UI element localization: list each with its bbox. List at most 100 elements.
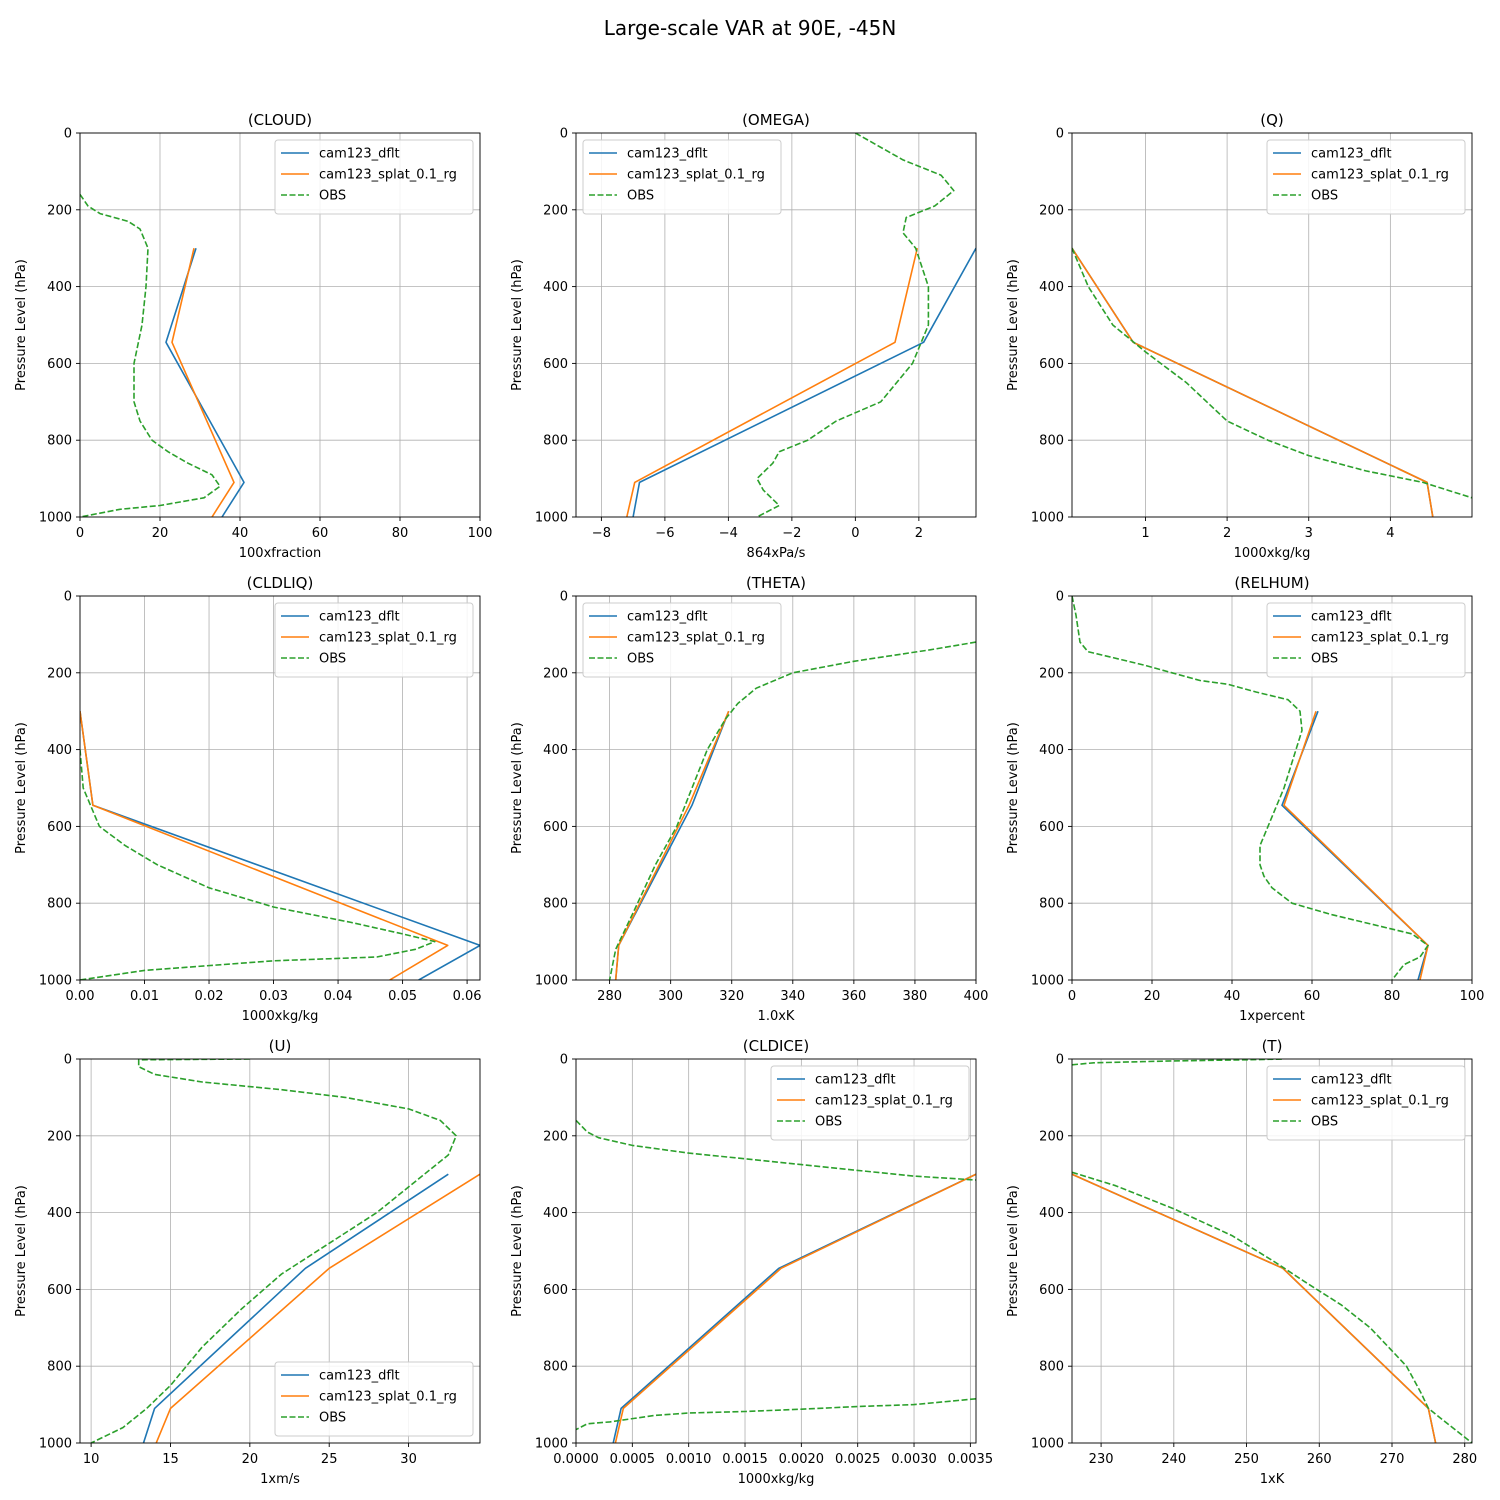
y-tick-label: 200 [543, 203, 568, 218]
series-line-cam123-splat-0-1-rg [1072, 1173, 1437, 1443]
legend-label: cam123_splat_0.1_rg [1311, 168, 1449, 183]
chart-panel-cldice: 0.0000 0.0005 0.0010 0.0015 0.0020 0.0025 0.00… [510, 1037, 993, 1487]
x-tick-label: 280 [597, 989, 622, 1004]
x-axis-label: 1.0xK [758, 1009, 795, 1024]
x-tick-label: 1 [1141, 526, 1149, 541]
legend-label: cam123_dflt [1311, 610, 1392, 625]
x-tick-label: 60 [312, 526, 329, 541]
y-axis-label: Pressure Level (hPa) [14, 259, 29, 391]
legend-label: cam123_dflt [627, 147, 708, 162]
legend-label: cam123_splat_0.1_rg [627, 168, 765, 183]
legend-box [582, 139, 782, 215]
legend-label: cam123_splat_0.1_rg [319, 1390, 457, 1405]
x-tick-label: 0.0035 [948, 1452, 994, 1467]
chart-title: (Q) [1260, 111, 1284, 129]
x-tick-label: 0 [851, 526, 859, 541]
x-tick-label: 0.0010 [666, 1452, 712, 1467]
legend-box [274, 1361, 474, 1437]
x-tick-label: 0.0005 [610, 1452, 656, 1467]
y-tick-label: 200 [543, 666, 568, 681]
series-line-cam123-dflt [632, 247, 976, 517]
x-tick-label: 0.0030 [891, 1452, 937, 1467]
y-tick-label: 1000 [535, 511, 568, 526]
series-group [626, 133, 976, 517]
y-tick-label: 200 [47, 666, 72, 681]
legend-box [770, 1065, 970, 1141]
y-tick-label: 800 [47, 1360, 72, 1375]
x-axis-label: 1000xkg/kg [738, 1472, 815, 1487]
legend: cam123_dflt cam123_splat_0.1_rg OBS [1266, 139, 1466, 215]
chart-panel-q: 1 2 3 4 0 200 400 600 800 1000 (Q) 1000xkg/kg Pressu… [1006, 111, 1473, 561]
y-tick-label: 800 [543, 434, 568, 449]
y-tick-label: 0 [64, 1053, 72, 1068]
x-tick-label: 100 [468, 526, 493, 541]
x-tick-label: 380 [903, 989, 928, 1004]
x-tick-label: 250 [1234, 1452, 1259, 1467]
y-tick-label: 800 [47, 434, 72, 449]
x-tick-label: 300 [658, 989, 683, 1004]
y-tick-label: 600 [1039, 820, 1064, 835]
series-line-cam123-splat-0-1-rg [614, 1173, 976, 1443]
axes-frame [1071, 132, 1473, 518]
series-line-obs [576, 1119, 976, 1181]
y-tick-label: 0 [64, 590, 72, 605]
legend: cam123_dflt cam123_splat_0.1_rg OBS [770, 1065, 970, 1141]
legend-label: cam123_dflt [319, 147, 400, 162]
legend-label: OBS [1311, 1115, 1338, 1130]
x-tick-label: −2 [782, 526, 801, 541]
series-line-obs [80, 193, 221, 517]
y-axis-label: Pressure Level (hPa) [510, 259, 525, 391]
series-group [1072, 1059, 1472, 1443]
legend-label: OBS [627, 189, 654, 204]
x-tick-label: 0.05 [388, 989, 417, 1004]
legend-label: OBS [319, 1411, 346, 1426]
x-tick-label: 0.02 [195, 989, 224, 1004]
series-group [80, 711, 480, 980]
y-axis-label: Pressure Level (hPa) [14, 722, 29, 854]
y-tick-label: 1000 [39, 1437, 72, 1452]
figure-title: Large-scale VAR at 90E, -45N [603, 16, 897, 40]
axes-frame [1071, 1058, 1473, 1444]
series-line-obs [1072, 1171, 1472, 1443]
y-tick-label: 400 [1039, 1206, 1064, 1221]
y-tick-label: 400 [543, 1206, 568, 1221]
chart-title: (CLOUD) [248, 111, 312, 129]
chart-title: (CLDICE) [743, 1037, 809, 1055]
x-tick-label: 20 [1144, 989, 1161, 1004]
x-tick-label: −8 [592, 526, 611, 541]
x-axis-label: 1xpercent [1239, 1009, 1305, 1024]
x-tick-label: 0.04 [324, 989, 353, 1004]
y-tick-label: 600 [543, 1283, 568, 1298]
x-tick-label: −6 [655, 526, 674, 541]
y-tick-label: 1000 [535, 1437, 568, 1452]
x-tick-label: 270 [1380, 1452, 1405, 1467]
y-tick-label: 600 [47, 820, 72, 835]
y-axis-label: Pressure Level (hPa) [1006, 259, 1021, 391]
x-tick-label: 320 [719, 989, 744, 1004]
x-tick-label: 3 [1305, 526, 1313, 541]
y-tick-label: 600 [1039, 357, 1064, 372]
x-tick-label: 20 [152, 526, 169, 541]
y-tick-label: 200 [1039, 666, 1064, 681]
x-tick-label: 40 [232, 526, 249, 541]
chart-panel-cloud: 0 20 40 60 80 10002004006008001000(CLOUD)100x… [14, 111, 492, 561]
axes-frame [79, 132, 481, 518]
y-tick-label: 1000 [1031, 511, 1064, 526]
chart-panel-t: 230 240 250 260 270 280 0 200 400 600 800 1000 (T) 1x… [1006, 1037, 1477, 1487]
x-tick-label: 80 [392, 526, 409, 541]
chart-title: (RELHUM) [1234, 574, 1309, 592]
series-line-cam123-splat-0-1-rg [614, 710, 730, 980]
x-tick-label: 0.00 [66, 989, 95, 1004]
chart-title: (CLDLIQ) [247, 574, 314, 592]
y-tick-label: 400 [543, 743, 568, 758]
y-tick-label: 400 [1039, 743, 1064, 758]
series-line-cam123-dflt [165, 247, 245, 517]
legend-label: cam123_splat_0.1_rg [319, 168, 457, 183]
y-tick-label: 1000 [1031, 1437, 1064, 1452]
legend-label: cam123_dflt [319, 1369, 400, 1384]
x-axis-label: 100xfraction [239, 546, 321, 561]
chart-title: (OMEGA) [742, 111, 810, 129]
legend-label: cam123_splat_0.1_rg [627, 631, 765, 646]
x-axis-label: 864xPa/s [747, 546, 806, 561]
